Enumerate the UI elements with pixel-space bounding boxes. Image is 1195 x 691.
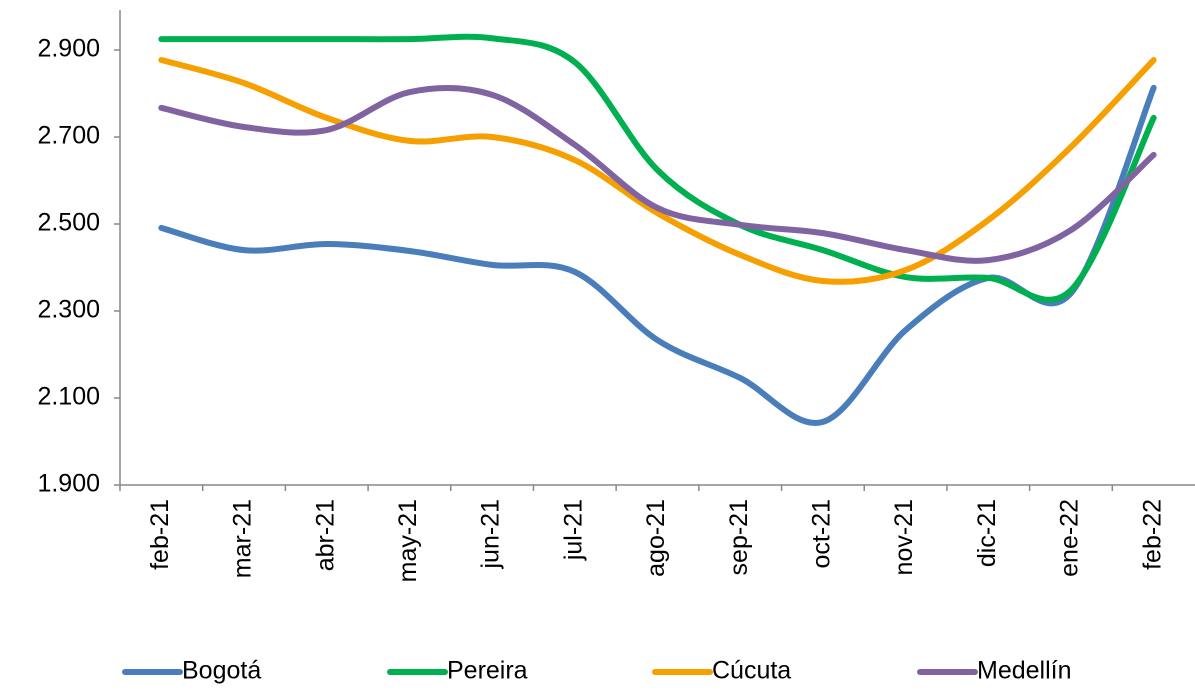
y-tick-label: 2.100 xyxy=(37,383,100,411)
y-tick-label: 2.900 xyxy=(37,35,100,63)
x-tick-label: dic-21 xyxy=(973,499,1001,567)
x-tick-label: oct-21 xyxy=(807,499,835,568)
y-tick-label: 2.500 xyxy=(37,209,100,237)
legend-label: Pereira xyxy=(447,657,528,685)
x-tick-label: ago-21 xyxy=(642,499,670,577)
x-tick-label: jul-21 xyxy=(559,499,587,561)
y-tick-label: 2.300 xyxy=(37,296,100,324)
x-tick-label: feb-21 xyxy=(146,499,174,570)
x-tick-label: may-21 xyxy=(394,499,422,582)
y-tick-label: 1.900 xyxy=(37,470,100,498)
x-tick-label: jun-21 xyxy=(477,499,505,570)
x-tick-label: nov-21 xyxy=(890,499,918,575)
x-tick-label: sep-21 xyxy=(725,499,753,575)
y-tick-label: 2.700 xyxy=(37,122,100,150)
x-tick-label: mar-21 xyxy=(229,499,257,578)
series-line xyxy=(158,33,1157,303)
legend-label: Medellín xyxy=(977,657,1072,685)
legend-label: Cúcuta xyxy=(712,657,791,685)
x-tick-label: ene-22 xyxy=(1056,499,1084,577)
legend-label: Bogotá xyxy=(182,657,261,685)
series-line xyxy=(158,85,1157,264)
series-line xyxy=(158,57,1157,285)
x-tick-label: feb-22 xyxy=(1138,499,1166,570)
x-tick-label: abr-21 xyxy=(311,499,339,571)
